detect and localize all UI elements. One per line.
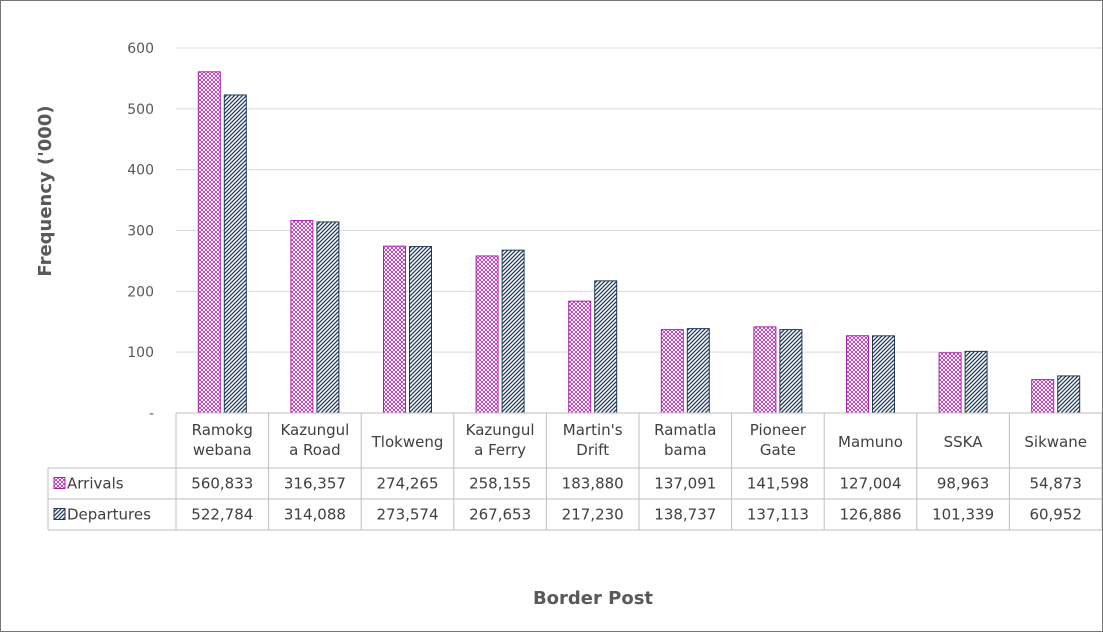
category-label: Ramokg <box>192 421 253 439</box>
bar-arrivals <box>197 71 221 414</box>
bar-arrivals <box>938 352 962 414</box>
category-label: bama <box>664 441 707 459</box>
category-label: Kazungul <box>280 421 349 439</box>
category-label: Ramatla <box>654 421 716 439</box>
data-label: 267,653 <box>469 506 531 524</box>
data-label: 54,873 <box>1029 475 1082 493</box>
legend-key-departures <box>53 508 66 520</box>
category-label: SSKA <box>944 433 984 451</box>
category-label: a Ferry <box>474 441 526 459</box>
data-label: 217,230 <box>562 506 624 524</box>
category-label: Drift <box>576 441 609 459</box>
data-label: 126,886 <box>839 506 901 524</box>
gridlines <box>176 47 1102 353</box>
y-tick-label: 200 <box>127 284 154 300</box>
bar-departures <box>223 94 247 414</box>
y-tick-label: 600 <box>127 41 154 57</box>
category-label: Tlokweng <box>371 433 444 451</box>
category-label: Pioneer <box>750 421 807 439</box>
bar-departures <box>686 328 710 414</box>
bar-departures <box>409 246 432 414</box>
data-label: 316,357 <box>284 475 346 493</box>
bar-arrivals <box>290 220 314 414</box>
data-label: 522,784 <box>191 506 253 524</box>
y-tick-label: 500 <box>127 102 154 118</box>
bar-arrivals <box>475 255 499 414</box>
data-label: 560,833 <box>191 475 253 493</box>
bar-departures <box>964 350 988 414</box>
data-table: Ramokg webana Kazungul a Road Tlokweng Kazung… <box>47 412 1103 531</box>
y-tick-label: 300 <box>127 224 154 240</box>
bar-departures <box>1057 375 1081 414</box>
bar-arrivals <box>753 326 777 414</box>
data-label: 258,155 <box>469 475 531 493</box>
category-label: Mamuno <box>838 433 903 451</box>
data-label: 314,088 <box>284 506 346 524</box>
y-axis-title: Frequency ('000) <box>35 105 56 276</box>
series-name: Arrivals <box>67 475 124 493</box>
bar-arrivals <box>660 329 684 414</box>
category-label: Kazungul <box>466 421 535 439</box>
bar-arrivals <box>568 300 592 414</box>
data-label: 138,737 <box>654 506 716 524</box>
y-tick-label: 400 <box>127 163 154 179</box>
data-label: 274,265 <box>376 475 438 493</box>
data-label: 141,598 <box>747 475 809 493</box>
legend-key-arrivals <box>53 477 66 489</box>
y-tick-label: 100 <box>127 345 154 361</box>
data-label: 137,091 <box>654 475 716 493</box>
bar-arrivals <box>1031 379 1055 414</box>
data-label: 183,880 <box>562 475 624 493</box>
bars <box>197 71 1081 414</box>
data-label: 137,113 <box>747 506 809 524</box>
category-label: a Road <box>289 441 341 459</box>
category-label: Sikwane <box>1024 433 1087 451</box>
x-axis-title: Border Post <box>533 588 653 609</box>
data-label: 273,574 <box>376 506 438 524</box>
category-label: webana <box>193 441 252 459</box>
series-name: Departures <box>67 506 151 524</box>
category-label: Martin's <box>563 421 623 439</box>
bar-departures <box>316 221 340 414</box>
y-tick-label: - <box>149 406 154 422</box>
data-label: 98,963 <box>937 475 990 493</box>
bar-departures <box>872 335 895 414</box>
data-label: 101,339 <box>932 506 994 524</box>
category-label: Gate <box>760 441 796 459</box>
data-label: 127,004 <box>839 475 901 493</box>
bar-departures <box>501 249 525 414</box>
data-label: 60,952 <box>1029 506 1082 524</box>
bar-departures <box>779 329 803 414</box>
bar-arrivals <box>383 245 406 414</box>
y-axis-ticks: - 100 200 300 400 500 600 <box>127 41 154 422</box>
bar-departures <box>594 280 618 414</box>
bar-arrivals <box>846 335 869 414</box>
